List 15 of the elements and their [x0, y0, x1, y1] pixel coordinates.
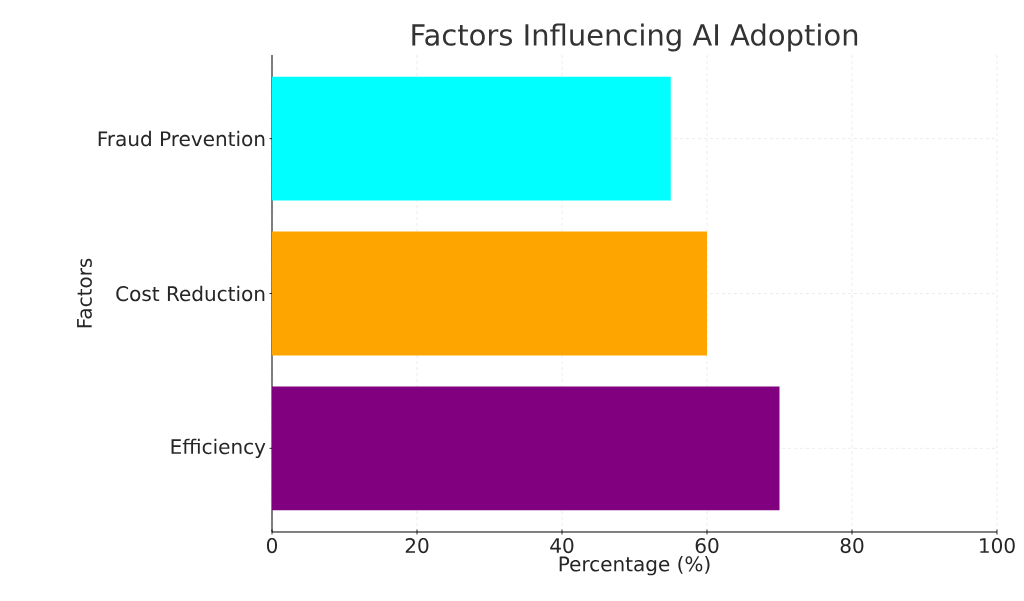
y-tick-label: Efficiency: [171, 438, 266, 459]
y-tick-label: Fraud Prevention: [98, 130, 265, 147]
x-tick-label: 100: [980, 538, 1015, 554]
x-tick-label: 40: [550, 538, 574, 554]
x-tick-label: 60: [695, 538, 719, 554]
x-tick-label: 0: [266, 538, 278, 554]
x-axis-title: Percentage (%): [559, 556, 710, 576]
y-axis-title: Factors: [77, 258, 92, 328]
bar: [272, 386, 780, 511]
chart-title: Factors Influencing AI Adoption: [412, 23, 858, 52]
x-tick-label: 20: [405, 538, 429, 554]
y-tick-label: Cost Reduction: [116, 285, 265, 302]
bar: [272, 231, 708, 356]
bar: [272, 76, 671, 201]
x-tick-label: 80: [840, 538, 864, 554]
